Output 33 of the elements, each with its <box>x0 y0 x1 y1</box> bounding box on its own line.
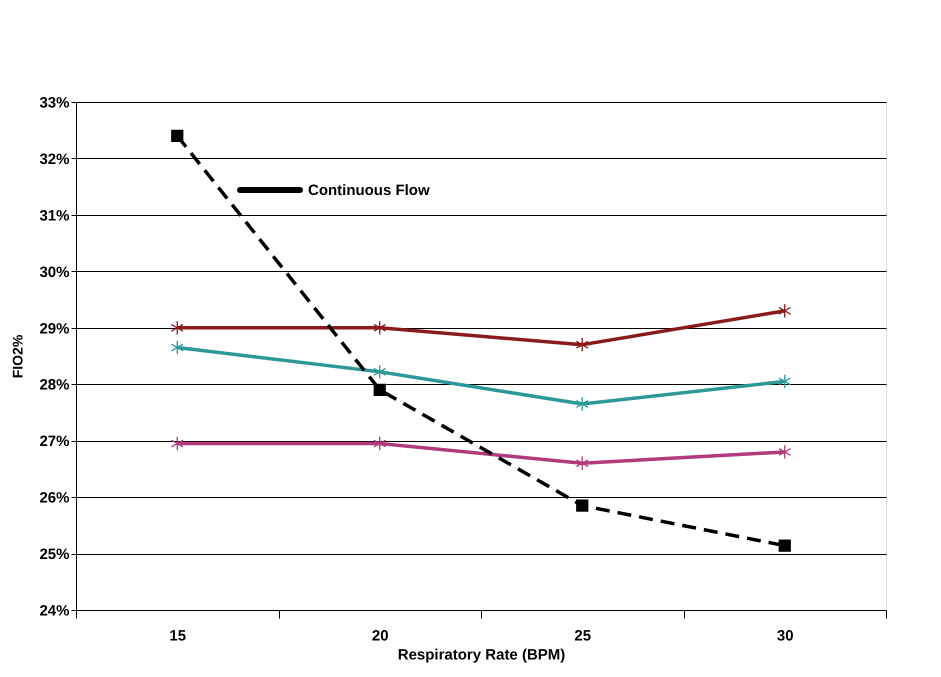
point <box>374 384 386 396</box>
point <box>778 444 792 460</box>
y-tick-label: 30% <box>39 264 70 281</box>
point <box>171 130 184 142</box>
y-tick-label: 28% <box>39 376 70 394</box>
point <box>576 337 589 352</box>
point <box>778 303 792 318</box>
x-tick-label: 15 <box>169 628 186 644</box>
x-tick-label: 30 <box>776 628 794 644</box>
point <box>373 364 386 380</box>
y-tick-label: 32% <box>39 150 70 168</box>
point <box>373 320 386 336</box>
point <box>778 374 792 389</box>
annotation: Continuous Flow <box>308 182 430 199</box>
y-tick-label: 25% <box>39 546 70 564</box>
point <box>778 540 791 552</box>
point <box>576 499 588 512</box>
y-axis-title: FIO2% <box>9 334 26 378</box>
y-tick-label: 24% <box>39 602 70 620</box>
y-tick-label: 29% <box>39 320 70 338</box>
point <box>373 436 386 451</box>
point <box>170 340 184 355</box>
point <box>576 456 589 471</box>
x-axis-title: Respiratory Rate (BPM) <box>398 646 566 664</box>
y-tick-label: 31% <box>39 207 70 224</box>
y-tick-label: 27% <box>39 433 70 450</box>
point <box>170 320 184 336</box>
y-tick-label: 26% <box>39 490 70 507</box>
x-tick-label: 25 <box>574 628 592 644</box>
point <box>170 436 184 451</box>
y-tick-label: 33% <box>39 94 70 112</box>
x-tick-label: 20 <box>372 628 389 644</box>
point <box>576 396 589 412</box>
